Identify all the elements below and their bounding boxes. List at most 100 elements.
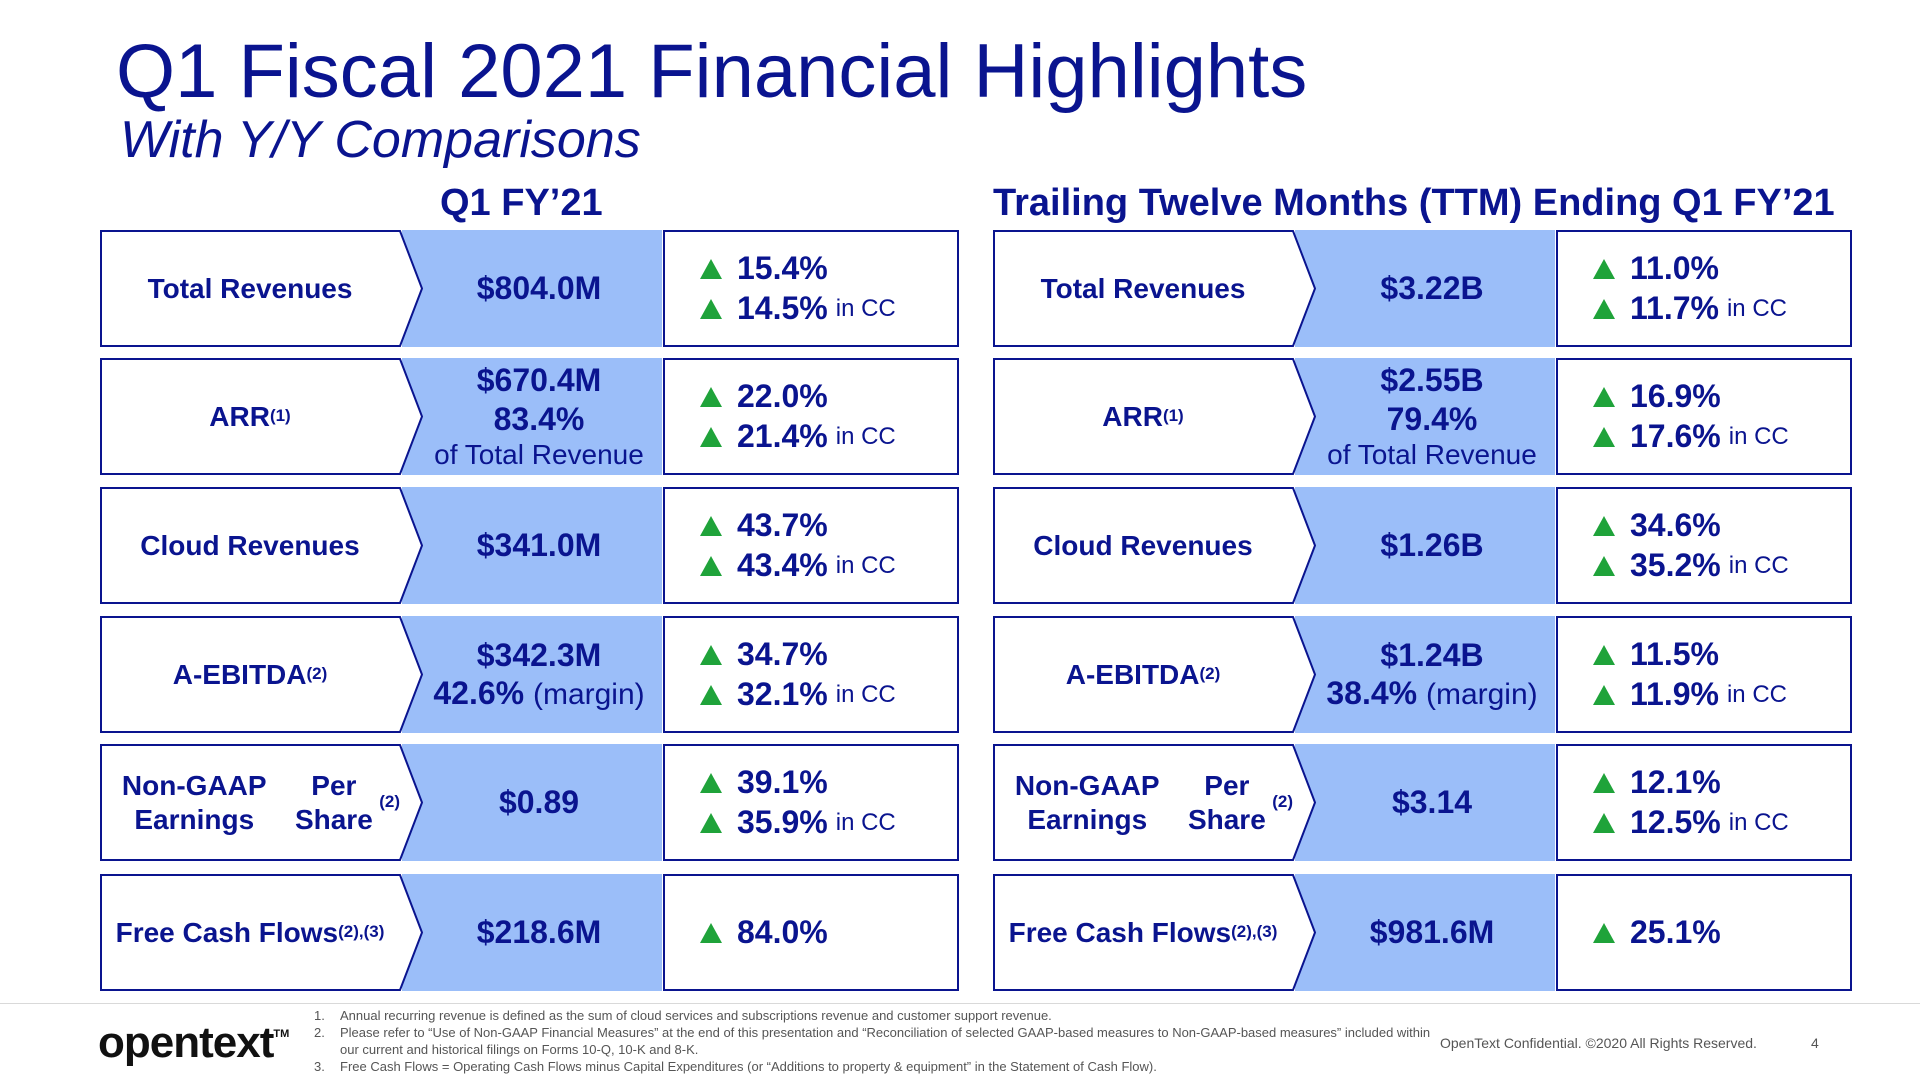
yoy-change-box: 39.1% 35.9% in CC xyxy=(663,744,959,861)
footnote-ref: (1) xyxy=(269,406,291,426)
metric-label-arrow: A-EBITDA (2) xyxy=(100,616,424,733)
metric-row: Total Revenues $804.0M 15.4% 14.5% in CC xyxy=(100,230,959,347)
footnote-ref: (2) xyxy=(1272,792,1293,812)
metric-caption: of Total Revenue xyxy=(434,439,644,471)
metric-label-text: Non-GAAP Earnings Per Share (2) xyxy=(993,744,1293,861)
constant-currency-label: in CC xyxy=(1726,680,1787,708)
page-title: Q1 Fiscal 2021 Financial Highlights xyxy=(116,29,1308,114)
metric-value-box: $0.89 xyxy=(402,744,662,861)
arrow-shape xyxy=(100,616,424,733)
yoy-change: 14.5% in CC xyxy=(699,289,957,329)
metric-value: $0.89 xyxy=(498,784,580,821)
metric-label: ARR xyxy=(209,400,270,432)
change-percent: 21.4% xyxy=(737,418,828,454)
metric-value-box: $341.0M xyxy=(402,487,662,604)
metric-value-secondary: 83.4% xyxy=(494,400,585,438)
up-arrow-icon xyxy=(1593,258,1615,279)
arrow-shape xyxy=(993,230,1317,347)
change-percent: 39.1% xyxy=(737,764,828,800)
constant-currency-label: in CC xyxy=(1728,808,1789,836)
page-number: 4 xyxy=(1811,1035,1819,1051)
up-arrow-icon xyxy=(700,812,722,833)
change-percent: 35.9% xyxy=(737,804,828,840)
metric-value: $218.6M xyxy=(476,914,602,951)
up-arrow-icon xyxy=(700,426,722,447)
metric-label-text: Total Revenues xyxy=(993,230,1293,347)
arrow-shape xyxy=(100,230,424,347)
metric-value-box: $981.6M xyxy=(1295,874,1555,991)
metric-row: Non-GAAP Earnings Per Share (2) $3.14 12.1% 1… xyxy=(993,744,1852,861)
metric-row: A-EBITDA (2) $1.24B 38.4% (margin) 11.5% 11.9… xyxy=(993,616,1852,733)
up-arrow-icon xyxy=(700,684,722,705)
metric-label: Non-GAAP Earnings xyxy=(121,770,267,835)
metric-label-arrow: ARR (1) xyxy=(100,358,424,475)
footnote-text: Free Cash Flows = Operating Cash Flows m… xyxy=(340,1059,1157,1074)
metric-label-arrow: Total Revenues xyxy=(993,230,1317,347)
footnote: 3. Free Cash Flows = Operating Cash Flows… xyxy=(314,1058,1434,1075)
footnote-ref: (2) xyxy=(306,664,328,684)
metric-value-secondary: 42.6% (margin) xyxy=(433,674,644,713)
metric-row: A-EBITDA (2) $342.3M 42.6% (margin) 34.7% 32.… xyxy=(100,616,959,733)
yoy-change: 43.4% in CC xyxy=(699,546,957,586)
metric-value: $3.14 xyxy=(1391,784,1473,821)
footnote-number: 2. xyxy=(314,1025,325,1040)
footnote-ref: (1) xyxy=(1162,406,1184,426)
metric-label-text: ARR (1) xyxy=(993,358,1293,475)
confidential-notice: OpenText Confidential. ©2020 All Rights … xyxy=(1440,1035,1757,1051)
up-arrow-icon xyxy=(1593,812,1615,833)
metric-label-arrow: Non-GAAP Earnings Per Share (2) xyxy=(100,744,424,861)
metric-row: Cloud Revenues $1.26B 34.6% 35.2% in CC xyxy=(993,487,1852,604)
metric-value-box: $804.0M xyxy=(402,230,662,347)
metric-label-text: ARR (1) xyxy=(100,358,400,475)
arrow-shape xyxy=(100,358,424,475)
metric-label: Non-GAAP Earnings xyxy=(1014,770,1160,835)
yoy-change: 21.4% in CC xyxy=(699,417,957,457)
metric-label-arrow: A-EBITDA (2) xyxy=(993,616,1317,733)
up-arrow-icon xyxy=(1593,515,1615,536)
metric-label: Cloud Revenues xyxy=(1033,529,1253,561)
constant-currency-label: in CC xyxy=(835,808,896,836)
yoy-change: 34.6% xyxy=(1592,506,1850,546)
yoy-change: 25.1% xyxy=(1592,913,1850,953)
metric-label-text: Free Cash Flows (2),(3) xyxy=(100,874,400,991)
metric-row: ARR (1) $2.55B 79.4% of Total Revenue 16.9% 17… xyxy=(993,358,1852,475)
opentext-logo: opentextTM xyxy=(98,1018,289,1068)
footnote: 1. Annual recurring revenue is defined as… xyxy=(314,1007,1434,1024)
metric-value-box: $670.4M 83.4% of Total Revenue xyxy=(402,358,662,475)
footnotes: 1. Annual recurring revenue is defined as… xyxy=(314,1007,1434,1075)
metric-value: $981.6M xyxy=(1369,914,1495,951)
change-percent: 34.6% xyxy=(1630,507,1721,543)
up-arrow-icon xyxy=(1593,644,1615,665)
yoy-change-box: 25.1% xyxy=(1556,874,1852,991)
footnote-ref: (2),(3) xyxy=(338,922,385,942)
up-arrow-icon xyxy=(1593,298,1615,319)
change-percent: 16.9% xyxy=(1630,378,1721,414)
up-arrow-icon xyxy=(700,515,722,536)
metric-value: $3.22B xyxy=(1380,270,1484,307)
yoy-change: 43.7% xyxy=(699,506,957,546)
change-percent: 12.1% xyxy=(1630,764,1721,800)
change-percent: 11.7% xyxy=(1630,290,1719,326)
yoy-change: 35.2% in CC xyxy=(1592,546,1850,586)
panel-heading: Q1 FY’21 xyxy=(440,182,603,224)
metric-value-box: $3.22B xyxy=(1295,230,1555,347)
metric-label-arrow: Free Cash Flows (2),(3) xyxy=(100,874,424,991)
metric-suffix: (margin) xyxy=(1425,678,1538,712)
metric-row: ARR (1) $670.4M 83.4% of Total Revenue 22.0% 2… xyxy=(100,358,959,475)
yoy-change: 11.7% in CC xyxy=(1592,289,1850,329)
up-arrow-icon xyxy=(700,772,722,793)
up-arrow-icon xyxy=(700,555,722,576)
constant-currency-label: in CC xyxy=(835,551,896,579)
metric-value-box: $3.14 xyxy=(1295,744,1555,861)
arrow-shape xyxy=(993,874,1317,991)
arrow-shape xyxy=(100,744,424,861)
metric-row: Non-GAAP Earnings Per Share (2) $0.89 39.1% 3… xyxy=(100,744,959,861)
metric-label: Free Cash Flows xyxy=(1008,916,1232,948)
metric-suffix: (margin) xyxy=(532,678,645,712)
metric-value-box: $342.3M 42.6% (margin) xyxy=(402,616,662,733)
constant-currency-label: in CC xyxy=(835,680,896,708)
metric-label-text: Non-GAAP Earnings Per Share (2) xyxy=(100,744,400,861)
metric-label-line2: Per Share xyxy=(294,770,373,835)
yoy-change-box: 12.1% 12.5% in CC xyxy=(1556,744,1852,861)
yoy-change-box: 22.0% 21.4% in CC xyxy=(663,358,959,475)
